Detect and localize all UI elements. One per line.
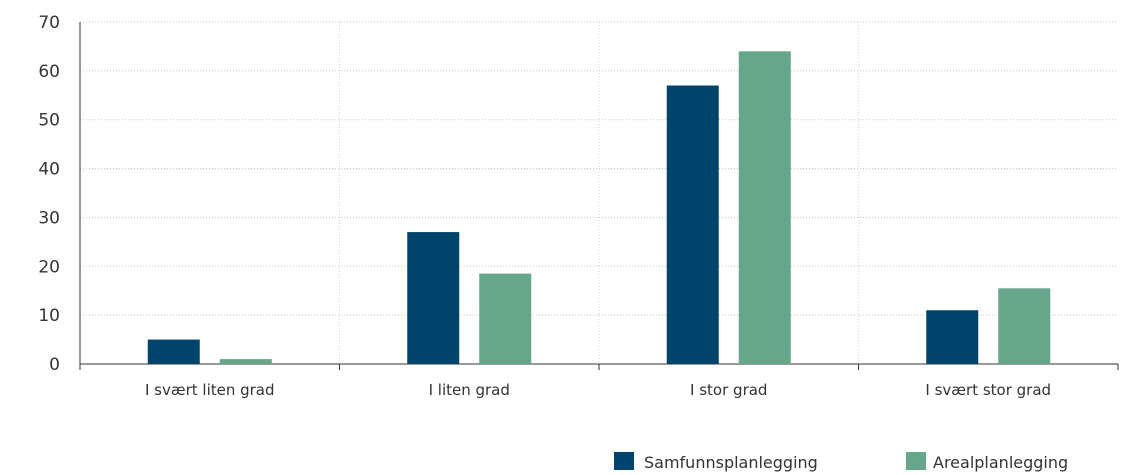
bar-samfunnsplanlegging — [407, 232, 460, 364]
bar-arealplanlegging — [738, 51, 791, 365]
legend: Samfunnsplanlegging Arealplanlegging — [614, 452, 1068, 472]
grid-layer — [80, 21, 1118, 364]
y-tick-label: 50 — [38, 111, 60, 131]
bar-arealplanlegging — [998, 288, 1051, 364]
y-tick-label: 10 — [38, 306, 60, 326]
y-tick-label: 20 — [38, 257, 60, 277]
bar-arealplanlegging — [479, 273, 532, 364]
y-tick-label: 70 — [38, 13, 60, 33]
x-tick-label: I liten grad — [429, 381, 510, 399]
bar-samfunnsplanlegging — [147, 339, 200, 364]
legend-swatch — [906, 452, 926, 470]
legend-label: Samfunnsplanlegging — [644, 453, 818, 472]
bars-layer — [147, 51, 1051, 365]
y-tick-label: 40 — [38, 160, 60, 180]
bar-samfunnsplanlegging — [666, 85, 719, 364]
bar-arealplanlegging — [219, 359, 272, 364]
legend-swatch — [614, 452, 634, 470]
x-tick-label: I svært stor grad — [925, 381, 1051, 399]
bar-samfunnsplanlegging — [926, 310, 979, 364]
y-tick-label: 60 — [38, 62, 60, 82]
x-tick-label: I svært liten grad — [145, 381, 275, 399]
y-tick-label: 0 — [49, 355, 60, 375]
y-tick-label: 30 — [38, 208, 60, 228]
x-tick-label: I stor grad — [690, 381, 767, 399]
legend-label: Arealplanlegging — [933, 453, 1068, 472]
labels-layer: 0 10 20 30 40 50 60 70 I svært liten grad I liten… — [38, 13, 1051, 399]
